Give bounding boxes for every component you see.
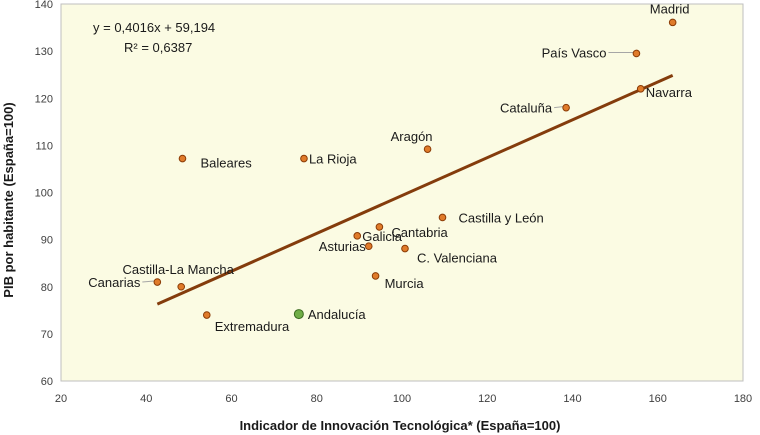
data-label: Asturias bbox=[319, 239, 366, 254]
data-label: Madrid bbox=[650, 1, 690, 16]
y-tick-label: 110 bbox=[35, 140, 53, 152]
data-point bbox=[364, 242, 373, 251]
y-tick-label: 140 bbox=[35, 0, 53, 11]
data-point bbox=[438, 213, 447, 222]
trendline-r-squared: R² = 0,6387 bbox=[124, 40, 192, 55]
x-tick-label: 100 bbox=[393, 393, 411, 405]
y-axis-ticks: 60 70 80 90 100 110 120 130 140 bbox=[35, 0, 53, 388]
leader-line bbox=[142, 280, 155, 283]
data-point bbox=[371, 272, 380, 280]
trendline bbox=[156, 73, 674, 306]
y-tick-label: 80 bbox=[41, 282, 53, 294]
x-tick-label: 180 bbox=[734, 393, 752, 405]
data-label: Canarias bbox=[88, 275, 141, 290]
data-label: C. Valenciana bbox=[417, 251, 498, 266]
data-point bbox=[636, 85, 645, 93]
x-axis-ticks: 20 40 60 80 100 120 140 160 180 bbox=[55, 393, 752, 405]
data-label: Baleares bbox=[200, 156, 252, 171]
data-label: Aragón bbox=[391, 129, 433, 144]
x-tick-label: 120 bbox=[478, 393, 496, 405]
data-label: Cantabria bbox=[391, 225, 448, 240]
x-tick-label: 60 bbox=[225, 393, 237, 405]
data-label: Extremadura bbox=[215, 319, 290, 334]
data-labels: Madrid País Vasco Navarra Cataluña Aragón Bal… bbox=[88, 1, 692, 334]
data-label: País Vasco bbox=[542, 45, 607, 60]
data-point bbox=[202, 311, 211, 319]
x-axis-title: Indicador de Innovación Tecnológica* (Es… bbox=[240, 418, 561, 433]
data-point bbox=[300, 154, 308, 163]
x-tick-label: 40 bbox=[140, 393, 152, 405]
x-tick-label: 20 bbox=[55, 393, 67, 405]
y-tick-label: 70 bbox=[41, 329, 53, 341]
data-point bbox=[177, 282, 186, 291]
y-axis-title: PIB por habitante (España=100) bbox=[1, 102, 16, 297]
x-tick-label: 160 bbox=[649, 393, 667, 405]
x-tick-label: 80 bbox=[311, 393, 323, 405]
data-point bbox=[632, 49, 641, 58]
trendline-equation: y = 0,4016x + 59,194 bbox=[93, 20, 215, 35]
data-label: La Rioja bbox=[309, 152, 357, 167]
data-label: Murcia bbox=[385, 276, 425, 291]
data-point bbox=[153, 278, 162, 286]
data-point bbox=[401, 244, 409, 253]
y-tick-label: 90 bbox=[41, 235, 53, 247]
data-point bbox=[375, 223, 384, 231]
y-tick-label: 100 bbox=[35, 188, 53, 200]
data-point bbox=[668, 18, 677, 27]
y-tick-label: 60 bbox=[41, 376, 53, 388]
y-tick-label: 130 bbox=[35, 46, 53, 58]
data-point bbox=[293, 309, 304, 320]
data-points bbox=[153, 18, 677, 320]
data-point bbox=[423, 145, 432, 153]
x-tick-label: 140 bbox=[563, 393, 581, 405]
data-point bbox=[353, 232, 362, 240]
y-tick-label: 120 bbox=[35, 93, 53, 105]
data-point bbox=[562, 103, 570, 112]
data-label: Cataluña bbox=[500, 101, 553, 116]
data-label: Andalucía bbox=[308, 307, 367, 322]
data-label: Castilla-La Mancha bbox=[123, 262, 235, 277]
data-label: Castilla y León bbox=[458, 210, 543, 225]
data-label: Navarra bbox=[646, 85, 693, 100]
plot-area bbox=[60, 3, 744, 382]
label-leader-lines bbox=[142, 51, 634, 283]
data-point bbox=[178, 154, 187, 163]
leader-line bbox=[554, 106, 564, 109]
data-label: Galicia bbox=[362, 229, 403, 244]
